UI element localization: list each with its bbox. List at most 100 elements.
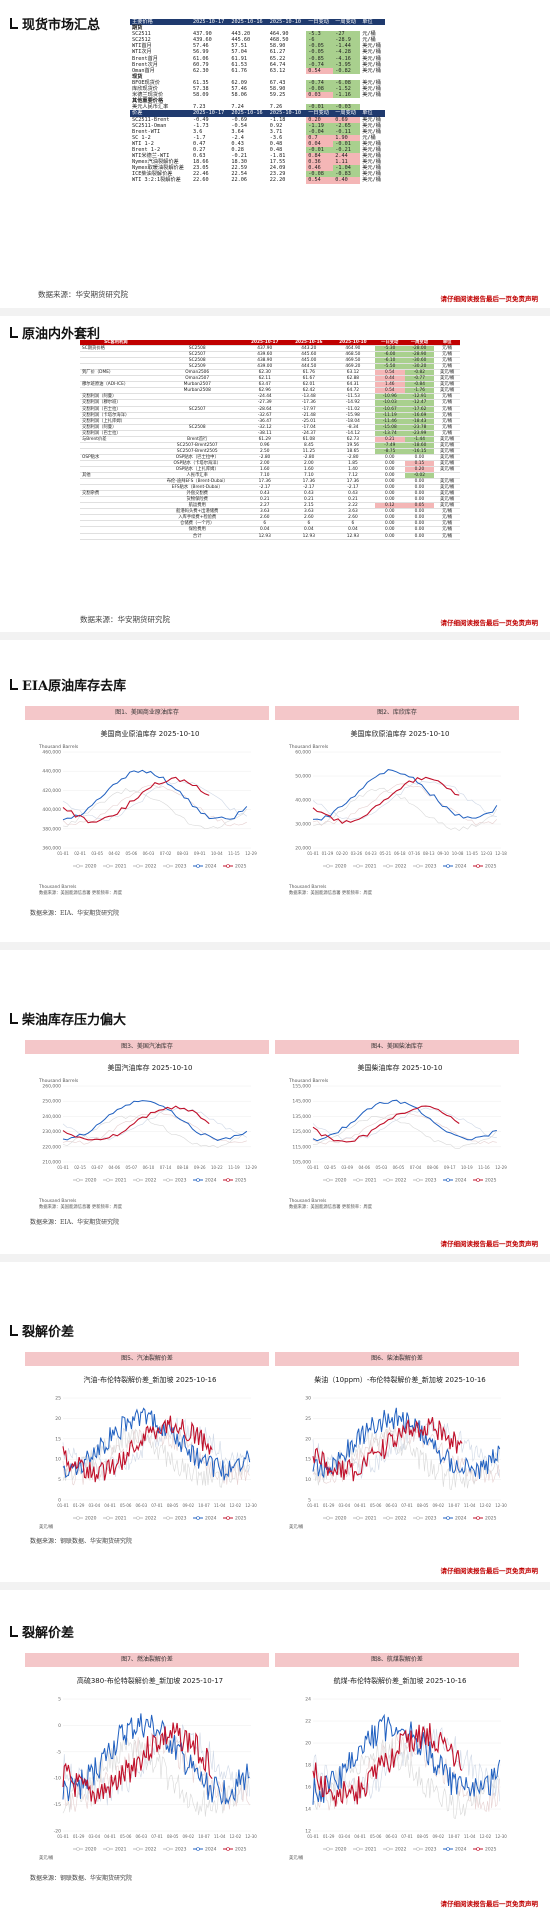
legend-marker [196,1178,200,1182]
table-row: SC期货价格 SC2508 437.90 443.20 464.90 -5.30 -28.0… [80,345,460,353]
table-cell: 0.04 [306,140,334,147]
table-cell: 0.00 [374,520,405,528]
x-tick-label: 08-06 [427,1165,439,1170]
disclaimer: 请仔细阅读报告最后一页免责声明 [440,619,539,627]
table-cell: 0.48 [269,140,283,147]
x-tick-label: 07-02 [160,851,172,856]
table-cell: 美元/桶 [362,43,381,50]
table-cell: 0.20 [306,116,334,123]
legend-label: 2023 [425,1516,437,1522]
table-cell: 0.40 [333,177,361,184]
x-tick-label: 07-01 [401,1503,413,1508]
chart-source-foot: 数据来源：美国能源信息署 更新频率：周度 [289,889,373,896]
table-cell: 元/桶 [434,399,460,407]
chart-unit-foot: Thousand Barrels [288,884,327,890]
y-tick-label: 20 [305,1436,311,1442]
table-cell: 58.09 [192,92,209,99]
chart-source-foot: 数据来源：美国能源信息署 更新频率：周度 [39,1203,123,1210]
table-cell: 0.00 [374,508,405,516]
table-cell: -14.92 [330,399,375,407]
historical-series-line [62,1107,247,1141]
table-cell: -28.90 [404,351,435,359]
table-cell: -1.7 [192,134,206,141]
table-row: Brent-WTI 3.6 3.64 3.71 -0.04 -0.11 美元/桶 [130,128,385,135]
table-header-cell: 2025-10-10 [267,110,307,117]
table-cell: 439.00 [242,363,287,371]
legend-label: 2021 [115,1178,127,1184]
x-tick-label: 04-06 [108,1165,120,1170]
legend-label: 2022 [395,864,407,870]
table-cell: 美元/桶 [434,502,460,510]
source-note: 数据来源：EIA、华安期货研究院 [30,910,120,917]
table-cell: -2.17 [330,484,375,492]
x-tick-label: 10-07 [448,1503,460,1508]
x-tick-label: 05-21 [379,851,391,856]
section-divider [0,1582,550,1590]
table-cell: -12.47 [404,399,435,407]
y-tick-label: 20 [305,1741,311,1747]
x-tick-label: 01-01 [57,1834,69,1839]
x-tick-label: 01-29 [323,1503,335,1508]
table-cell: 62.11 [242,375,287,383]
table-row: 保险费用 0.04 0.04 0.04 0.00 0.00 元/桶 [80,526,460,534]
table-cell: -0.77 [404,375,435,383]
table-cell [151,418,243,425]
table-cell: 美元/桶 [434,436,460,443]
chart-title: 汽油-布伦特裂解价差_新加坡 2025-10-16 [84,1375,217,1384]
table-row: SC2507-Brent2507 0.96 8.45 19.56 -7.49 -18.60… [80,442,460,449]
section-title-crack-2: 裂解价差 [10,1622,74,1641]
table-cell: 交割利润（卡塔尔海洋） [80,412,152,419]
table-cell: 65.22 [269,55,286,62]
table-cell: 24.09 [269,165,286,172]
x-tick-label: 04-01 [354,1503,366,1508]
legend-marker [386,864,390,868]
table-header-cell: 一日变动 [306,110,334,117]
series-line-2024 [62,1407,251,1481]
y-tick-label: -5 [57,1749,62,1755]
x-tick-label: 07-01 [151,1503,163,1508]
x-tick-label: 01-01 [307,1503,319,1508]
legend-label: 2024 [205,1516,217,1522]
table-cell: -1.81 [269,153,286,160]
table-cell: 18.30 [231,159,248,166]
table-row: Brent 1-2 0.27 0.28 0.48 -0.01 -0.21 美元/桶 [130,146,385,154]
table-cell: 0.00 [404,454,435,461]
table-cell: 美元/桶 [434,460,460,467]
table-cell: 3.63 [242,508,287,516]
y-tick-label: 420,000 [42,788,61,794]
y-tick-label: -10 [54,1776,61,1782]
table-cell: 0.00 [404,508,435,516]
table-cell: 交割利润（巴士拉） [80,430,152,437]
table-cell: -0.08 [306,171,334,178]
table-cell: -32.67 [242,412,287,419]
legend-label: 2024 [205,1178,217,1184]
legend-marker [196,1847,200,1851]
legend-marker [136,1516,140,1520]
y-tick-label: 440,000 [42,769,61,775]
table-cell: 0.00 [374,533,405,540]
table-cell: 437.90 [242,345,287,353]
x-tick-label: 08-03 [177,851,189,856]
table-cell: 0.54 [374,387,405,395]
table-cell: 0.00 [404,520,435,528]
legend-label: 2020 [85,1847,97,1853]
y-tick-label: 0 [58,1498,61,1504]
table-cell: SC2508 [151,424,243,431]
table-row: 其他重要价格 [130,98,385,104]
table-row: SC2511-Brent -0.49 -0.69 -1.18 0.20 0.69 美元/桶 [130,116,385,123]
chart-source-foot: 数据来源：美国能源信息署 更新频率：周度 [289,1203,373,1210]
table-cell [80,448,152,455]
table-cell: 63.12 [330,369,375,377]
table-cell: -1.76 [404,387,435,395]
table-cell [80,363,152,371]
legend-marker [446,1847,450,1851]
table-cell: 元/桶 [434,393,460,401]
table-cell: -21.48 [286,412,331,419]
y-tick-label: 0 [58,1723,61,1729]
table-cell: 交割利润（巴士拉） [80,406,152,413]
x-tick-label: 08-18 [177,1165,189,1170]
x-tick-label: 01-01 [307,1165,319,1170]
x-tick-label: 03-04 [339,1503,351,1508]
table-cell: 货物保险费 [151,496,243,504]
y-tick-label: 260,000 [42,1084,61,1090]
